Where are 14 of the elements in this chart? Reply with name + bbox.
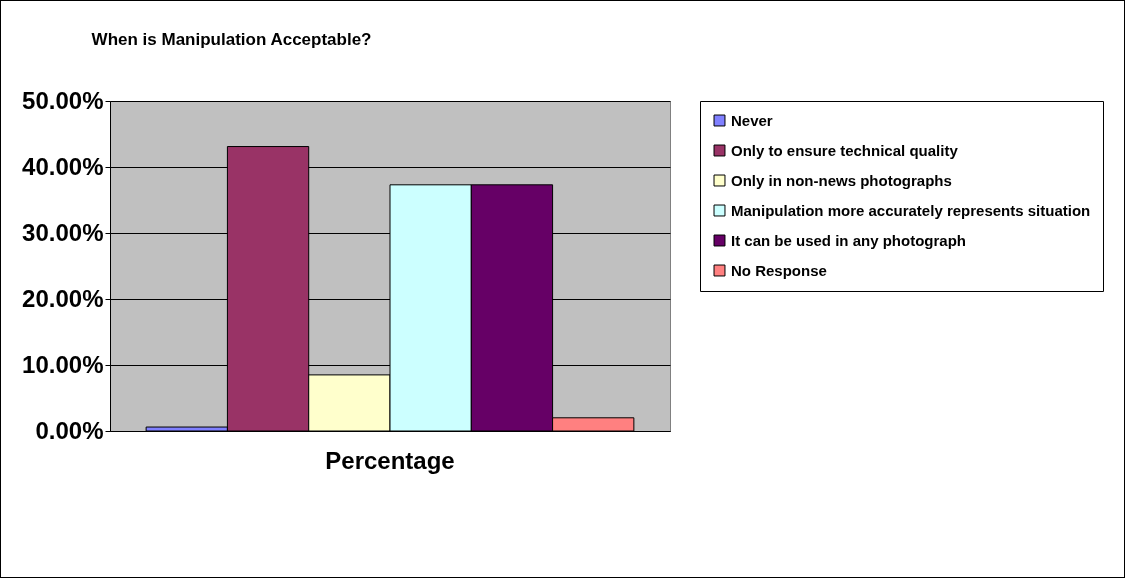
legend-label: Never [731,111,773,129]
y-tick-label: 0.00% [35,416,104,444]
y-tick-label: 40.00% [22,152,104,180]
y-tick-label: 30.00% [22,218,104,246]
legend-label: Only to ensure technical quality [731,141,959,159]
legend-label: It can be used in any photograph [731,231,967,249]
y-tick-label: 20.00% [22,284,104,312]
legend-label: Only in non-news photographs [731,171,952,189]
y-tick-label: 10.00% [22,350,104,378]
legend-label: No Response [731,261,827,279]
chart-title: When is Manipulation Acceptable? [91,30,372,49]
x-tick-label: Percentage [325,446,455,474]
y-tick-label: 50.00% [22,86,104,114]
legend-label: Manipulation more accurately represents situation [731,201,1091,219]
